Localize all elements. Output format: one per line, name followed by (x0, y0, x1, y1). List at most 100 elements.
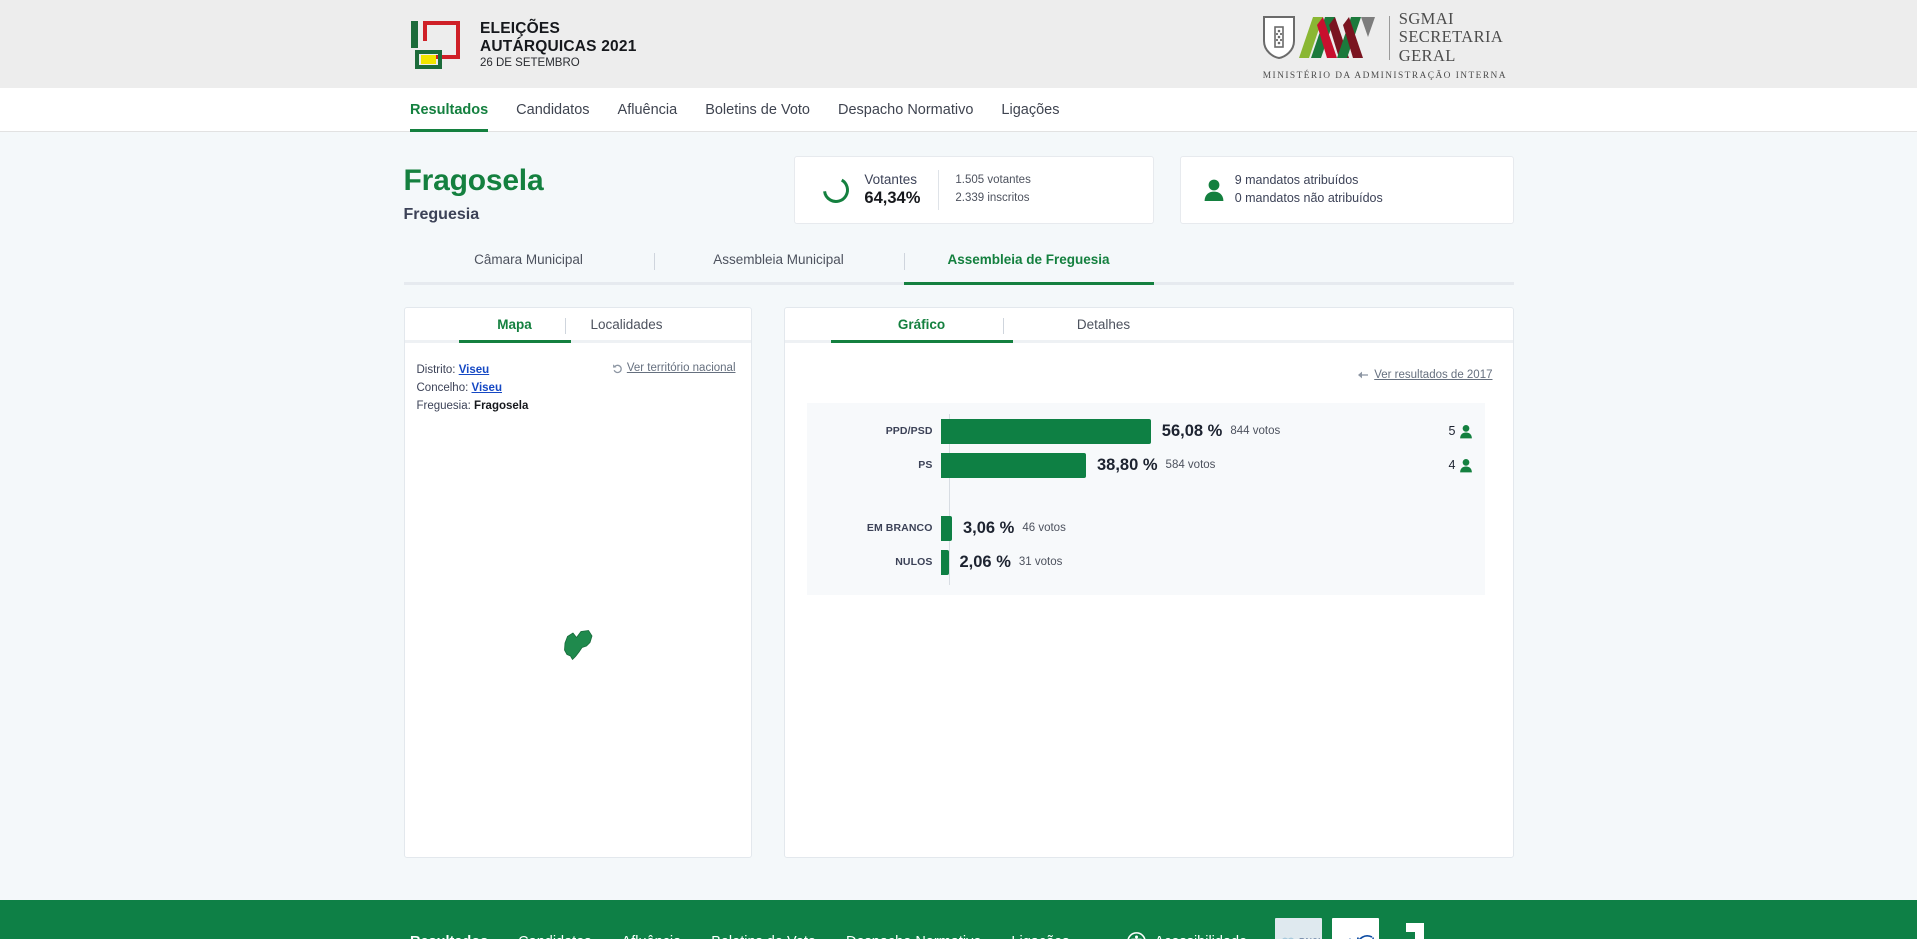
bar-percent: 38,80 % (1097, 455, 1158, 474)
bar-mandates-count: 4 (1448, 458, 1456, 472)
votantes-divider (938, 170, 940, 210)
breadcrumb-freguesia-value: Fragosela (474, 399, 529, 412)
tab-assembleia-municipal[interactable]: Assembleia Municipal (653, 252, 904, 282)
content-wrapper: Fragosela Freguesia Votantes 64,34% 1.50… (403, 132, 1514, 858)
tab-mapa[interactable]: Mapa (458, 317, 571, 343)
sgmai-line-3: GERAL (1398, 45, 1456, 65)
accessibility-label: Acessibilidade (1154, 934, 1247, 939)
bar-percent: 56,08 % (1161, 421, 1223, 440)
rnsi-logo[interactable]: RNSi (1275, 918, 1323, 939)
chart-bar-row[interactable]: PS 38,80 % 584 votos 4 (807, 448, 1485, 482)
bar-fill (940, 418, 1151, 444)
footer-item-ligacoes[interactable]: Ligações (1011, 934, 1069, 939)
chart-bar-row[interactable]: PPD/PSD 56,08 % 844 votos 5 (807, 414, 1485, 448)
site-footer: Resultados Candidatos Afluência Boletins… (0, 900, 1917, 939)
brand-line-3: 26 DE SETEMBRO (480, 56, 580, 69)
breadcrumb-distrito-label: Distrito: (416, 364, 456, 376)
svg-text:RNSi: RNSi (1299, 937, 1320, 939)
sgmai-mark-icon (1298, 17, 1375, 59)
footer-navigation: Resultados Candidatos Afluência Boletins… (410, 934, 1099, 939)
critical-mark-icon (1405, 923, 1424, 939)
ministry-label: MINISTÉRIO DA ADMINISTRAÇÃO INTERNA (1262, 71, 1507, 82)
breadcrumb-freguesia: Freguesia: Fragosela (417, 398, 529, 416)
portugal-shield-icon (1262, 16, 1295, 60)
footer-item-despacho-normativo[interactable]: Despacho Normativo (846, 934, 981, 939)
footer-item-afluencia[interactable]: Afluência (622, 934, 682, 939)
chart-bar-row[interactable]: EM BRANCO 3,06 % 46 votos (807, 511, 1485, 545)
results-panel: Gráfico Detalhes Ver resultados de 2017 … (783, 307, 1514, 858)
chart-spacer (807, 482, 1485, 511)
nav-item-boletins-de-voto[interactable]: Boletins de Voto (705, 101, 810, 118)
sgmai-wordmark: SGMAI SECRETARIA GERAL (1398, 9, 1503, 65)
votantes-count: 1.505 votantes (955, 174, 1031, 187)
breadcrumb-freguesia-label: Freguesia: (416, 399, 471, 412)
bar-votes: 844 votos (1230, 425, 1281, 437)
tab-camara-municipal[interactable]: Câmara Municipal (474, 252, 583, 267)
ver-territorio-nacional-link[interactable]: Ver território nacional (612, 362, 736, 374)
mandatos-atribuidos: 9 mandatos atribuídos (1234, 173, 1359, 188)
site-brand[interactable]: ELEIÇÕES AUTÁRQUICAS 2021 26 DE SETEMBRO (410, 20, 637, 70)
chart-axis-line (948, 414, 950, 585)
bar-mandates: 5 (1449, 424, 1473, 439)
brand-line-1: ELEIÇÕES (480, 20, 560, 38)
breadcrumb-distrito-link[interactable]: Viseu (458, 364, 490, 376)
sgmai-divider (1388, 15, 1390, 60)
sgmai-logo[interactable]: SGMAI SECRETARIA GERAL MINISTÉRIO DA ADM… (1261, 9, 1507, 82)
footer-item-candidatos[interactable]: Candidatos (518, 934, 591, 939)
accessibility-icon (1127, 932, 1146, 939)
bar-votes: 584 votos (1165, 459, 1216, 471)
bar-label: PS (918, 459, 933, 471)
brand-text: ELEIÇÕES AUTÁRQUICAS 2021 26 DE SETEMBRO (480, 20, 637, 70)
bar-percent: 3,06 % (962, 518, 1015, 537)
rnsi-logo-icon: RNSi (1281, 937, 1320, 939)
mandatos-text: 9 mandatos atribuídos 0 mandatos não atr… (1235, 172, 1383, 208)
nav-item-ligacoes[interactable]: Ligações (1001, 101, 1060, 118)
nav-item-afluencia[interactable]: Afluência (617, 101, 678, 118)
ver-resultados-2017-label: Ver resultados de 2017 (1374, 369, 1493, 381)
bar-votes: 46 votos (1022, 522, 1066, 534)
accessibility-link[interactable]: Acessibilidade (1127, 932, 1247, 939)
bar-label: NULOS (895, 556, 933, 568)
votantes-main: Votantes 64,34% (864, 172, 920, 208)
breadcrumb: Distrito: Viseu Concelho: Viseu Freguesi… (417, 362, 529, 415)
breadcrumb-concelho-label: Concelho: (416, 381, 469, 394)
arrow-left-icon (1358, 371, 1369, 379)
footer-item-resultados[interactable]: Resultados (410, 934, 488, 939)
svg-text:artdrai: artdrai (1336, 936, 1375, 939)
tab-localidades[interactable]: Localidades (564, 317, 683, 340)
votantes-label: Votantes (864, 171, 917, 187)
tab-grafico[interactable]: Gráfico (830, 317, 1013, 343)
elections-logo-icon (411, 21, 460, 69)
nav-item-candidatos[interactable]: Candidatos (516, 101, 590, 118)
sgmai-logo-row: SGMAI SECRETARIA GERAL (1261, 9, 1503, 65)
assembly-tabs: Câmara Municipal Assembleia Municipal As… (403, 252, 1514, 285)
breadcrumb-concelho-link[interactable]: Viseu (471, 381, 502, 394)
chart-bar-row[interactable]: NULOS 2,06 % 31 votos (807, 545, 1485, 579)
top-header: ELEIÇÕES AUTÁRQUICAS 2021 26 DE SETEMBRO (0, 0, 1917, 88)
breadcrumb-concelho: Concelho: Viseu (417, 380, 529, 398)
artdrai-logo[interactable]: artdrai (1332, 918, 1380, 939)
nav-item-resultados[interactable]: Resultados (410, 88, 489, 132)
bar-label: PPD/PSD (885, 425, 933, 437)
bar-fill (940, 452, 1086, 478)
tab-detalhes[interactable]: Detalhes (1002, 317, 1195, 340)
artdrai-logo-icon: artdrai (1336, 934, 1375, 939)
votantes-card: Votantes 64,34% 1.505 votantes 2.339 ins… (794, 156, 1154, 224)
bar-mandates: 4 (1449, 458, 1473, 473)
tab-assembleia-de-freguesia[interactable]: Assembleia de Freguesia (903, 252, 1154, 285)
footer-item-boletins-de-voto[interactable]: Boletins de Voto (711, 934, 816, 939)
header-row: Fragosela Freguesia Votantes 64,34% 1.50… (404, 156, 1514, 224)
ver-resultados-2017-link[interactable]: Ver resultados de 2017 (1357, 369, 1493, 381)
results-bar-chart: PPD/PSD 56,08 % 844 votos 5 (806, 403, 1485, 595)
map-container[interactable] (405, 458, 751, 838)
person-icon (1204, 179, 1224, 201)
nav-item-despacho-normativo[interactable]: Despacho Normativo (838, 101, 974, 118)
critical-software-logo[interactable]: Critical software (1395, 921, 1434, 939)
person-icon (1459, 424, 1472, 438)
bar-fill (940, 549, 949, 575)
person-icon (1459, 458, 1472, 472)
freguesia-map-shape-icon[interactable] (553, 623, 603, 673)
results-panel-tabs: Gráfico Detalhes (784, 308, 1513, 343)
footer-logos: RNSi artdrai Critical software (1275, 918, 1434, 939)
mandatos-card: 9 mandatos atribuídos 0 mandatos não atr… (1179, 156, 1514, 224)
